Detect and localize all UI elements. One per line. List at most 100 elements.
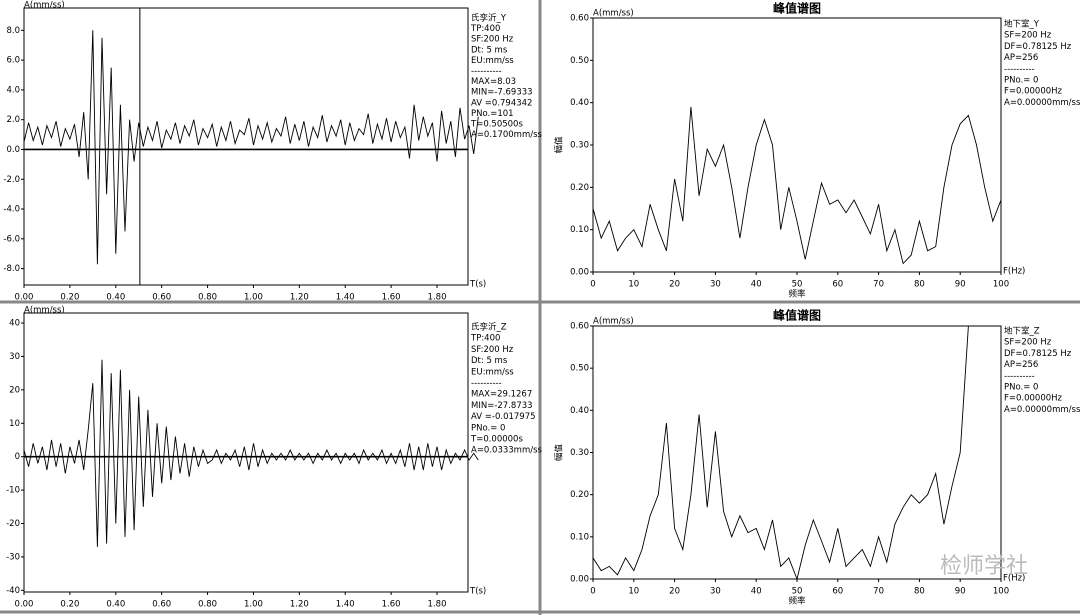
y-tick-label: 6.0: [6, 56, 20, 66]
x-tick-label: 0.00: [15, 600, 34, 610]
y-tick-label: -8.0: [3, 264, 20, 274]
info-line: AV =0.794342: [471, 98, 532, 108]
y-tick-label: 0.50: [570, 364, 589, 374]
info-line: ----------: [1004, 64, 1035, 74]
y-tick-label: -10: [6, 486, 20, 496]
info-line: SF:200 Hz: [471, 35, 514, 45]
signal-line: [592, 325, 1001, 581]
x-tick-label: 50: [792, 280, 803, 290]
y-tick-label: 20: [9, 385, 20, 395]
x-tick-label: 1.00: [244, 600, 263, 610]
y-tick-label: 0.10: [570, 532, 589, 542]
info-line: AP=256: [1004, 53, 1038, 63]
y-tick-label: 0.20: [570, 490, 589, 500]
x-tick-label: 1.60: [382, 293, 401, 303]
x-tick-label: 40: [751, 280, 762, 290]
x-axis-label: 频率: [788, 289, 806, 300]
info-line: ----------: [1004, 371, 1035, 381]
x-tick-label: 30: [710, 587, 721, 597]
x-tick-label: 100: [993, 280, 1009, 290]
x-unit-label: T(s): [469, 280, 486, 290]
info-line: AP=256: [1004, 360, 1038, 370]
info-line: MAX=8.03: [471, 77, 516, 87]
info-line: T=0.50500s: [470, 120, 523, 130]
info-line: SF:200 Hz: [471, 345, 514, 355]
x-tick-label: 0.20: [60, 600, 79, 610]
y-tick-label: 10: [9, 419, 20, 429]
info-line: PNo.= 0: [471, 423, 505, 433]
info-line: MIN=-7.69333: [471, 88, 533, 98]
info-line: F=0.00000Hz: [1004, 394, 1063, 404]
y-tick-label: 0.0: [6, 145, 20, 155]
x-tick-label: 0.80: [198, 293, 217, 303]
y-tick-label: 0.30: [570, 141, 589, 151]
info-line: MAX=29.1267: [471, 390, 532, 400]
x-tick-label: 90: [955, 280, 966, 290]
info-line: PNo.= 0: [1004, 383, 1038, 393]
x-tick-label: 0.40: [106, 293, 125, 303]
info-line: TP:400: [470, 24, 500, 34]
watermark: 检师学社: [940, 554, 1028, 579]
info-line: A=0.00000mm/ss: [1004, 98, 1080, 108]
info-line: PNo.= 0: [1004, 76, 1038, 86]
y-tick-label: 40: [9, 319, 20, 329]
plot-frame: [23, 312, 469, 593]
x-tick-label: 0.20: [60, 293, 79, 303]
x-tick-label: 0.60: [152, 600, 171, 610]
info-line: 地下室_Z: [1004, 326, 1040, 337]
info-line: 氏孪沂_Z: [471, 322, 507, 333]
info-line: SF=200 Hz: [1004, 31, 1052, 41]
x-tick-label: 10: [628, 587, 639, 597]
x-tick-label: 1.20: [290, 600, 309, 610]
y-tick-label: 0.30: [570, 448, 589, 458]
x-tick-label: 1.40: [336, 600, 355, 610]
x-tick-label: 50: [792, 587, 803, 597]
info-line: TP:400: [470, 334, 500, 344]
info-line: 地下室_Y: [1004, 19, 1040, 30]
x-tick-label: 1.40: [336, 293, 355, 303]
x-tick-label: 60: [832, 280, 843, 290]
y-tick-label: 0.00: [570, 575, 589, 585]
x-tick-label: 60: [832, 587, 843, 597]
x-unit-label: T(s): [469, 587, 486, 597]
x-tick-label: 20: [669, 280, 680, 290]
info-line: ----------: [471, 379, 502, 389]
plot-frame: [592, 325, 1002, 580]
y-axis-label: 幅值: [554, 444, 565, 462]
x-unit-label: F(Hz): [1003, 574, 1025, 584]
info-line: AV =-0.017975: [471, 412, 536, 422]
y-tick-label: 0.40: [570, 406, 589, 416]
info-line: ----------: [471, 67, 502, 77]
x-tick-label: 100: [993, 587, 1009, 597]
y-tick-label: -4.0: [3, 205, 20, 215]
x-tick-label: 1.60: [382, 600, 401, 610]
y-unit-label: A(mm/ss): [24, 1, 65, 11]
x-tick-label: 0.60: [152, 293, 171, 303]
y-tick-label: 30: [9, 352, 20, 362]
y-tick-label: 0: [15, 452, 20, 462]
info-line: PNo.=101: [471, 109, 514, 119]
info-line: F=0.00000Hz: [1004, 87, 1063, 97]
plot-frame: [23, 7, 469, 286]
x-tick-label: 0.00: [15, 293, 34, 303]
y-tick-label: 4.0: [6, 85, 20, 95]
x-tick-label: 1.00: [244, 293, 263, 303]
signal-line: [23, 359, 479, 547]
y-tick-label: 0.50: [570, 56, 589, 66]
x-tick-label: 80: [914, 280, 925, 290]
y-tick-label: 0.10: [570, 225, 589, 235]
info-line: DF=0.78125 Hz: [1004, 349, 1072, 359]
x-tick-label: 1.80: [428, 293, 447, 303]
x-unit-label: F(Hz): [1003, 267, 1025, 277]
info-line: EU:mm/ss: [471, 56, 514, 66]
y-tick-label: 0.00: [570, 268, 589, 278]
x-axis-label: 频率: [788, 596, 806, 607]
y-tick-label: -20: [6, 519, 20, 529]
y-tick-label: 8.0: [6, 26, 20, 36]
y-tick-label: 0.60: [570, 14, 589, 24]
x-tick-label: 1.20: [290, 293, 309, 303]
x-tick-label: 70: [873, 587, 884, 597]
y-unit-label: A(mm/ss): [593, 317, 634, 327]
info-line: EU:mm/ss: [471, 367, 514, 377]
